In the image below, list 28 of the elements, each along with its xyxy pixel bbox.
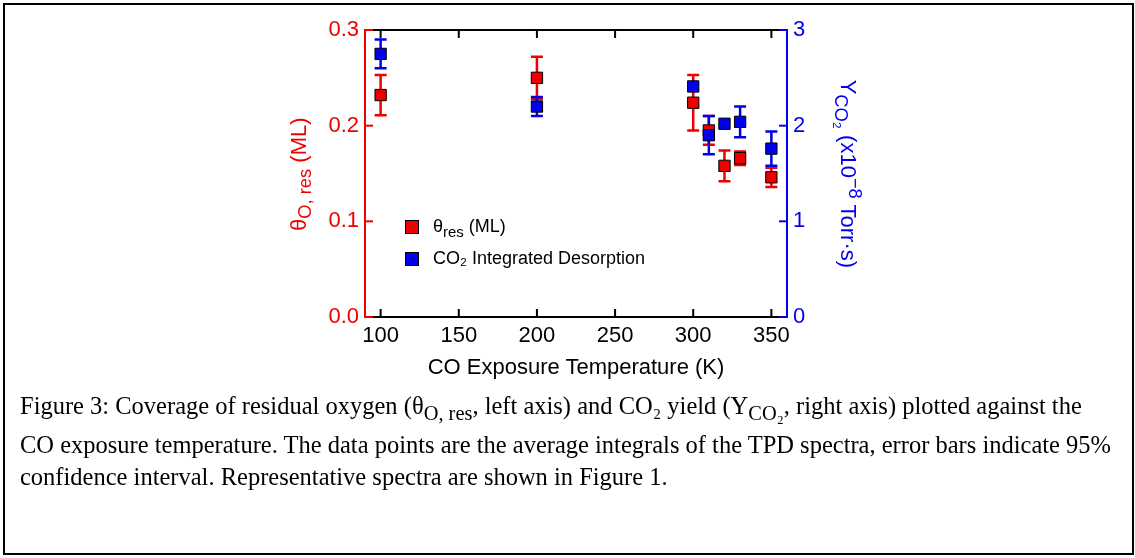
y2-tick-label: 1 [793, 207, 806, 233]
point [702, 129, 716, 142]
x-tick-label: 200 [518, 322, 556, 348]
x-tick-label: 100 [362, 322, 399, 348]
point [530, 71, 544, 84]
legend-label: CO₂ Integrated Desorption [432, 246, 646, 270]
y2-tick-label: 2 [793, 111, 806, 137]
caption: Figure 3: Coverage of residual oxygen (θ$_{O, res}$, left axis) and CO₂ yield (Y$_{CO₂}$, right axis) plotted against the CO exposure temperature. The data points are the average integrals of the TPD spectra, error bars indicate 95% confidence interval. Representative spectra are shown in Figure 1. [20, 391, 1112, 492]
y2-tick-label: 3 [793, 16, 806, 42]
x-tick-label: 250 [596, 322, 634, 348]
point [687, 96, 700, 109]
point [687, 80, 700, 93]
y-tick-label: 0.2 [328, 111, 359, 137]
point [718, 117, 731, 130]
point [733, 115, 747, 128]
point [765, 142, 778, 155]
x-axis-title: CO Exposure Temperature (K) [427, 353, 725, 379]
point [374, 47, 387, 61]
x-tick-label: 300 [674, 322, 712, 348]
y-tick-label: 0.0 [328, 303, 359, 329]
point [718, 159, 731, 172]
y2-tick-label: 0 [793, 303, 806, 329]
legend-label: θ$_{res}$ (ML) [432, 215, 507, 242]
y-tick-label: 0.3 [328, 16, 359, 42]
y-tick-label: 0.1 [328, 207, 359, 233]
x-tick-label: 350 [753, 322, 790, 348]
point [374, 88, 387, 102]
x-tick-label: 150 [440, 322, 478, 348]
